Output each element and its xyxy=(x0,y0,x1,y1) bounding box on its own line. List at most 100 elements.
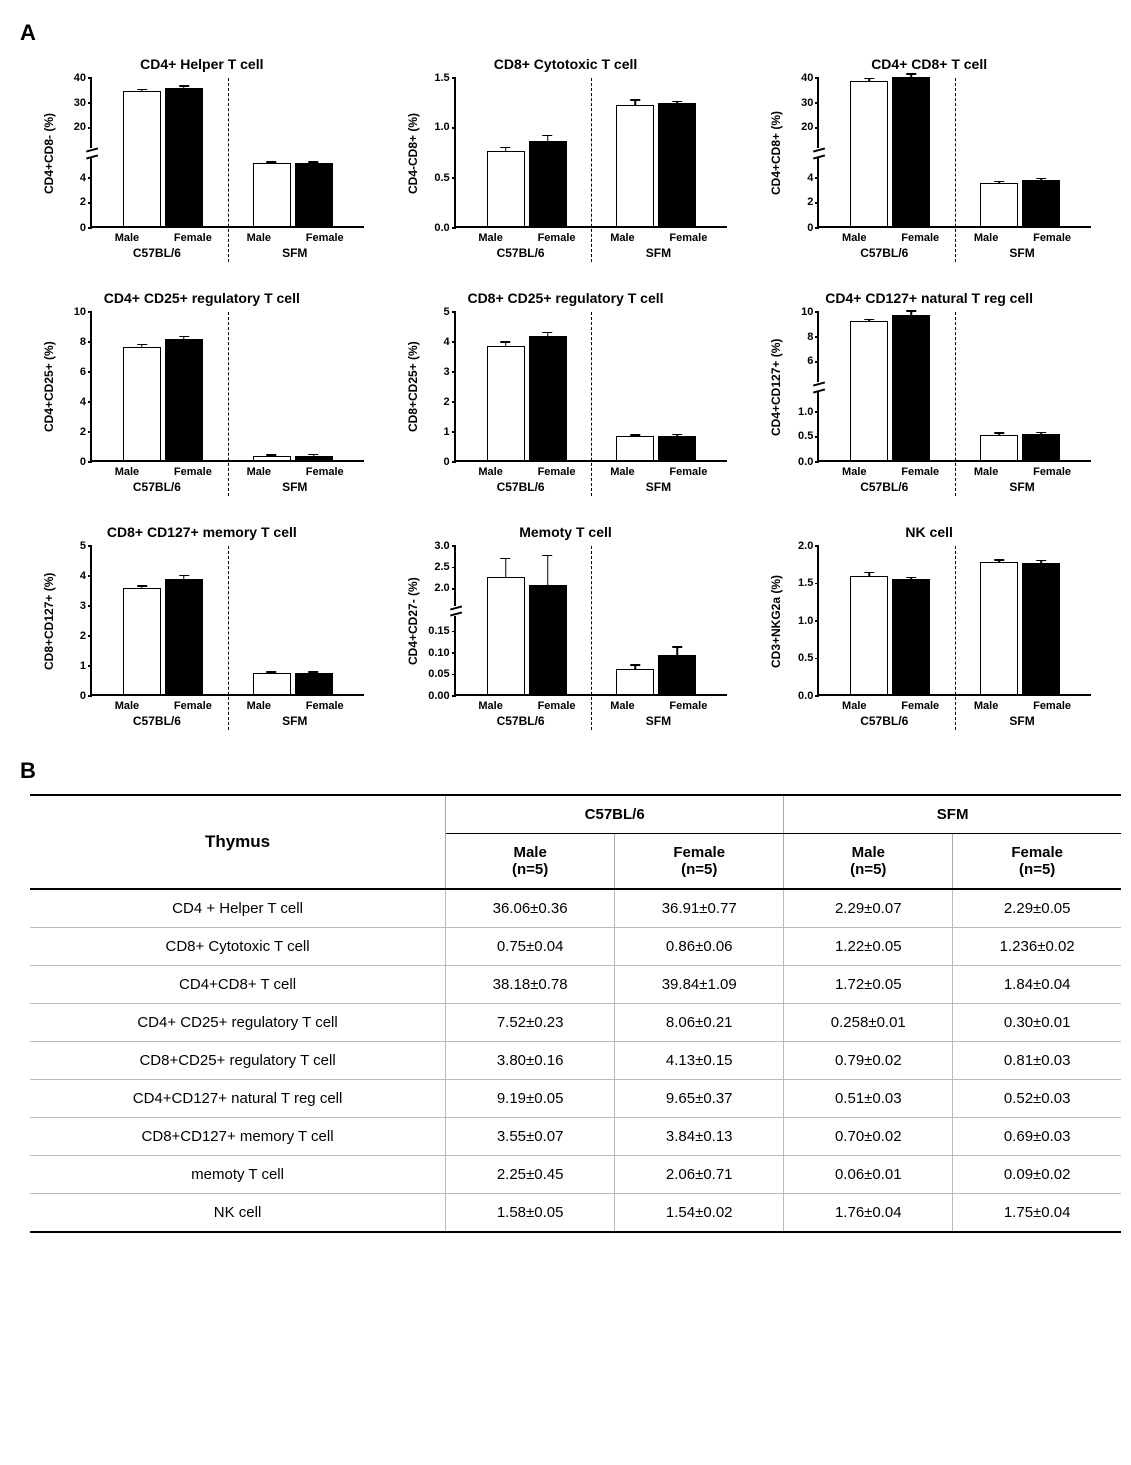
bar xyxy=(850,81,888,227)
bar-group xyxy=(123,339,203,460)
cell: 0.81±0.03 xyxy=(953,1042,1121,1080)
cell: 2.06±0.71 xyxy=(615,1156,784,1194)
x-label: Female xyxy=(292,700,358,712)
chart-title: CD8+ CD127+ memory T cell xyxy=(40,524,364,540)
bar xyxy=(295,456,333,461)
bar xyxy=(529,336,567,460)
bar xyxy=(123,588,161,695)
cell: 9.65±0.37 xyxy=(615,1080,784,1118)
table-header-c57-female: Female(n=5) xyxy=(615,834,784,890)
bar xyxy=(165,579,203,694)
error-bar xyxy=(1040,561,1042,564)
group-divider xyxy=(228,546,229,730)
x-labels-sex: MaleFemaleMaleFemale xyxy=(815,466,1091,478)
x-group-label: SFM xyxy=(953,480,1091,494)
error-bar xyxy=(505,342,507,347)
x-label: Female xyxy=(655,232,721,244)
table-header-sfm-male: Male(n=5) xyxy=(784,834,953,890)
bar xyxy=(123,91,161,226)
chart-title: CD4+ Helper T cell xyxy=(40,56,364,72)
x-label: Male xyxy=(953,700,1019,712)
x-label: Male xyxy=(226,466,292,478)
charts-grid: CD4+ Helper T cell CD4+CD8- (%)403020420 M… xyxy=(40,56,1091,728)
error-bar xyxy=(868,79,870,82)
x-group-label: C57BL/6 xyxy=(815,246,953,260)
chart-ylabel: CD8+CD25+ (%) xyxy=(404,312,420,462)
bar xyxy=(529,141,567,227)
bar-group xyxy=(850,576,930,695)
cell: 8.06±0.21 xyxy=(615,1004,784,1042)
group-divider xyxy=(591,546,592,730)
table-row: CD4+CD8+ T cell38.18±0.7839.84±1.091.72±… xyxy=(30,966,1121,1004)
table-row: CD8+ Cytotoxic T cell0.75±0.040.86±0.061… xyxy=(30,928,1121,966)
bar-group xyxy=(616,103,696,226)
chart: CD4+ CD25+ regulatory T cellCD4+CD25+ (%… xyxy=(40,290,364,494)
bar xyxy=(165,88,203,226)
x-group-label: SFM xyxy=(226,246,364,260)
table-row: memoty T cell2.25±0.452.06±0.710.06±0.01… xyxy=(30,1156,1121,1194)
row-name: CD8+CD127+ memory T cell xyxy=(30,1118,446,1156)
cell: 36.06±0.36 xyxy=(446,889,615,928)
error-bar xyxy=(141,345,143,348)
bar xyxy=(1022,180,1060,227)
error-bar xyxy=(998,182,1000,184)
cell: 0.86±0.06 xyxy=(615,928,784,966)
table-row: CD8+CD25+ regulatory T cell3.80±0.164.13… xyxy=(30,1042,1121,1080)
bar xyxy=(980,562,1018,694)
x-group-label: SFM xyxy=(590,246,728,260)
row-name: memoty T cell xyxy=(30,1156,446,1194)
x-label: Male xyxy=(821,466,887,478)
x-group-label: C57BL/6 xyxy=(815,714,953,728)
x-label: Male xyxy=(226,700,292,712)
chart-ylabel: CD4+CD8- (%) xyxy=(40,78,56,228)
cell: 0.09±0.02 xyxy=(953,1156,1121,1194)
x-labels-group: C57BL/6SFM xyxy=(452,714,728,728)
x-group-label: C57BL/6 xyxy=(88,480,226,494)
bar xyxy=(658,103,696,226)
chart-y-axis: 2.01.51.00.50.0 xyxy=(783,546,817,696)
cell: 1.58±0.05 xyxy=(446,1194,615,1233)
chart-y-axis: 1086420 xyxy=(56,312,90,462)
x-labels-group: C57BL/6SFM xyxy=(88,246,364,260)
bar xyxy=(1022,434,1060,460)
x-label: Female xyxy=(1019,232,1085,244)
x-labels-sex: MaleFemaleMaleFemale xyxy=(815,700,1091,712)
group-divider xyxy=(955,312,956,496)
chart-y-axis: 403020420 xyxy=(56,78,90,228)
x-labels-sex: MaleFemaleMaleFemale xyxy=(452,232,728,244)
cell: 0.79±0.02 xyxy=(784,1042,953,1080)
x-label: Female xyxy=(524,700,590,712)
x-labels-group: C57BL/6SFM xyxy=(815,480,1091,494)
error-bar xyxy=(183,86,185,89)
row-name: CD8+CD25+ regulatory T cell xyxy=(30,1042,446,1080)
x-label: Male xyxy=(94,700,160,712)
chart-ylabel: CD3+NKG2a (%) xyxy=(767,546,783,696)
bar xyxy=(616,105,654,227)
x-label: Female xyxy=(524,466,590,478)
cell: 2.29±0.07 xyxy=(784,889,953,928)
cell: 38.18±0.78 xyxy=(446,966,615,1004)
panel-a-label: A xyxy=(20,20,1111,46)
bar-group xyxy=(253,673,333,694)
error-bar xyxy=(1040,433,1042,435)
x-group-label: SFM xyxy=(590,480,728,494)
bar xyxy=(165,339,203,460)
chart: CD4+ CD8+ T cellCD4+CD8+ (%)403020420Mal… xyxy=(767,56,1091,260)
chart-plot xyxy=(454,78,728,228)
panel-b-label: B xyxy=(20,758,1111,784)
error-bar xyxy=(313,162,315,164)
bar-group xyxy=(253,163,333,226)
error-bar xyxy=(547,556,549,586)
group-divider xyxy=(955,78,956,262)
x-group-label: SFM xyxy=(953,714,1091,728)
chart: CD8+ CD25+ regulatory T cellCD8+CD25+ (%… xyxy=(404,290,728,494)
bar-group xyxy=(123,579,203,694)
chart-plot xyxy=(454,312,728,462)
chart-ylabel: CD4+CD25+ (%) xyxy=(40,312,56,462)
chart-plot xyxy=(90,78,364,228)
x-label: Female xyxy=(1019,700,1085,712)
x-label: Male xyxy=(953,466,1019,478)
error-bar xyxy=(271,162,273,164)
bar xyxy=(295,673,333,694)
error-bar xyxy=(868,573,870,577)
